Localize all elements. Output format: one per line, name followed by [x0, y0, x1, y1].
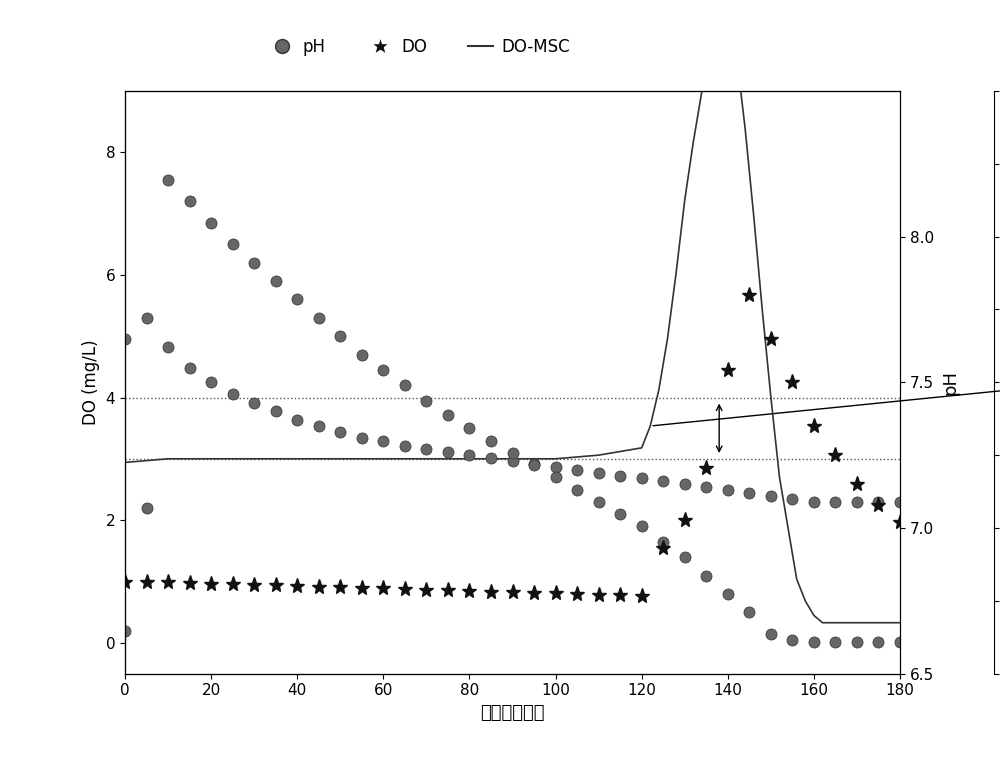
Legend: pH, DO, DO-MSC: pH, DO, DO-MSC	[263, 31, 577, 62]
Text: DO-MSC
指示区间: DO-MSC 指示区间	[653, 300, 1000, 425]
Y-axis label: pH: pH	[941, 369, 959, 395]
X-axis label: 时间（分钟）: 时间（分钟）	[480, 704, 545, 722]
Y-axis label: DO (mg/L): DO (mg/L)	[82, 339, 100, 425]
